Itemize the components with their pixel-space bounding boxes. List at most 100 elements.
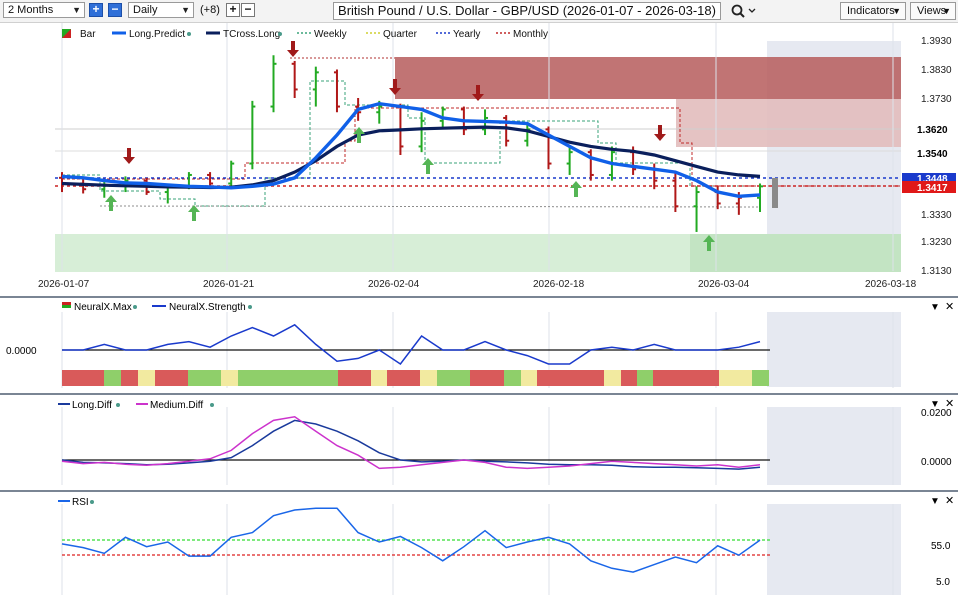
date-label: 2026-03-04 bbox=[698, 279, 750, 290]
indicators-label: Indicators bbox=[847, 5, 895, 17]
level-tag-1-3540-text: 1.3540 bbox=[917, 149, 948, 160]
remove-bars-button[interactable]: − bbox=[241, 3, 255, 17]
neuralx-max-segment bbox=[752, 370, 769, 386]
price-label: 1.3230 bbox=[921, 237, 952, 248]
rsi-55-label: 55.0 bbox=[931, 541, 951, 552]
sell-arrow-icon bbox=[287, 50, 299, 57]
date-gridlines bbox=[61, 504, 894, 595]
zoom-out-button[interactable]: − bbox=[108, 3, 122, 17]
sell-arrow-stem bbox=[476, 85, 480, 94]
diff-legend: Long.Diff Medium.Diff bbox=[58, 400, 214, 411]
price-label: 1.3130 bbox=[921, 266, 952, 277]
yearly-tag-text: 1.3448 bbox=[917, 174, 948, 185]
chevron-down-icon: ▼ bbox=[181, 5, 190, 15]
legend-dot bbox=[90, 500, 94, 504]
future-area bbox=[767, 407, 901, 485]
legend-rsi: RSI bbox=[72, 497, 89, 508]
neuralx-max-segment bbox=[104, 370, 121, 386]
future-area bbox=[767, 312, 901, 387]
price-panel[interactable]: 1.3930 1.3830 1.3730 1.3330 1.3230 1.313… bbox=[0, 23, 958, 296]
current-bar bbox=[772, 178, 778, 208]
range-select[interactable]: 2 Months ▼ bbox=[3, 2, 85, 18]
rsi-panel[interactable]: 55.0 5.0 RSI ▼ ✕ bbox=[0, 492, 958, 595]
views-label: Views bbox=[917, 5, 947, 17]
rsi-line bbox=[61, 507, 761, 573]
neuralx-chart[interactable]: 0.0000 NeuralX.Max NeuralX.Strength ▼ ✕ bbox=[0, 298, 958, 393]
date-label: 2026-03-18 bbox=[865, 279, 917, 290]
monthly-line bbox=[62, 107, 900, 187]
pane-menu-icon[interactable]: ▼ bbox=[930, 496, 940, 507]
pane-separator[interactable] bbox=[0, 393, 958, 395]
close-icon[interactable]: ✕ bbox=[945, 398, 954, 410]
legend-long-diff: Long.Diff bbox=[72, 400, 112, 411]
sell-arrow-icon bbox=[389, 88, 401, 95]
date-label: 2026-02-04 bbox=[368, 279, 420, 290]
signal-arrows bbox=[105, 41, 715, 251]
monthly-tag bbox=[902, 181, 956, 193]
chevron-down-icon: ▼ bbox=[942, 6, 951, 16]
range-value: 2 Months bbox=[8, 4, 54, 16]
date-label: 2026-01-07 bbox=[38, 279, 90, 290]
neuralx-max-segment bbox=[121, 370, 138, 386]
zoom-in-button[interactable]: + bbox=[89, 3, 103, 17]
buy-arrow-icon bbox=[570, 181, 582, 188]
pane-menu-icon[interactable]: ▼ bbox=[930, 302, 940, 313]
bar-count: (+8) bbox=[200, 4, 220, 16]
pane-menu-icon[interactable]: ▼ bbox=[930, 399, 940, 410]
price-chart[interactable]: 1.3930 1.3830 1.3730 1.3330 1.3230 1.313… bbox=[0, 23, 958, 296]
date-gridlines bbox=[61, 407, 894, 485]
main-legend: Bar Long.Predict TCross.Long Weekly Quar… bbox=[62, 29, 548, 40]
views-button[interactable]: Views ▼ bbox=[910, 2, 956, 20]
legend-quarter: Quarter bbox=[383, 29, 418, 40]
resistance-zone bbox=[395, 57, 901, 99]
sell-arrow-icon bbox=[123, 157, 135, 164]
yearly-tag bbox=[902, 173, 956, 183]
neuralx-max-segment bbox=[470, 370, 504, 386]
neuralx-panel[interactable]: 0.0000 NeuralX.Max NeuralX.Strength ▼ ✕ bbox=[0, 298, 958, 393]
search-button[interactable] bbox=[728, 2, 758, 20]
legend-dot bbox=[116, 403, 120, 407]
pane-separator[interactable] bbox=[0, 296, 958, 298]
buy-arrow-stem bbox=[109, 202, 113, 211]
instrument-title[interactable]: British Pound / U.S. Dollar - GBP/USD (2… bbox=[333, 2, 721, 20]
sell-arrow-stem bbox=[291, 41, 295, 50]
medium-diff-line bbox=[61, 416, 761, 470]
legend-max-swatch-green bbox=[62, 305, 71, 308]
buy-arrow-icon bbox=[188, 205, 200, 212]
buy-arrow-icon bbox=[703, 235, 715, 242]
legend-neuralx-max: NeuralX.Max bbox=[74, 302, 132, 313]
sell-arrow-icon bbox=[472, 94, 484, 101]
indicators-button[interactable]: Indicators ▼ bbox=[840, 2, 906, 20]
legend-long-predict: Long.Predict bbox=[129, 29, 185, 40]
price-label: 1.3830 bbox=[921, 65, 952, 76]
interval-select[interactable]: Daily ▼ bbox=[128, 2, 194, 18]
rsi-chart[interactable]: 55.0 5.0 RSI ▼ ✕ bbox=[0, 492, 958, 595]
sell-arrow-stem bbox=[393, 79, 397, 88]
diff-panel[interactable]: 0.0200 0.0000 Long.Diff Medium.Diff ▼ ✕ bbox=[0, 395, 958, 490]
legend-dot bbox=[210, 403, 214, 407]
neuralx-max-segment bbox=[387, 370, 420, 386]
buy-arrow-stem bbox=[426, 165, 430, 174]
neuralx-max-segment bbox=[504, 370, 521, 386]
neuralx-max-segment bbox=[621, 370, 637, 386]
pane-separator[interactable] bbox=[0, 490, 958, 492]
neuralx-max-segment bbox=[437, 370, 470, 386]
date-axis: 2026-01-07 2026-01-21 2026-02-04 2026-02… bbox=[38, 279, 917, 290]
legend-dot bbox=[248, 305, 252, 309]
level-tag-1-3620-text: 1.3620 bbox=[917, 125, 948, 136]
diff-chart[interactable]: 0.0200 0.0000 Long.Diff Medium.Diff ▼ ✕ bbox=[0, 395, 958, 490]
close-icon[interactable]: ✕ bbox=[945, 495, 954, 507]
chevron-down-icon: ▼ bbox=[72, 5, 81, 15]
long-diff-line bbox=[61, 419, 761, 470]
close-icon[interactable]: ✕ bbox=[945, 301, 954, 313]
price-label: 1.3330 bbox=[921, 210, 952, 221]
add-bars-button[interactable]: + bbox=[226, 3, 240, 17]
buy-arrow-icon bbox=[105, 195, 117, 202]
buy-arrow-stem bbox=[357, 134, 361, 143]
neuralx-max-segment bbox=[238, 370, 338, 386]
resistance-zone-lower bbox=[676, 99, 901, 147]
chevron-down-icon: ▼ bbox=[892, 6, 901, 16]
legend-medium-diff: Medium.Diff bbox=[150, 400, 203, 411]
neuralx-max-segment bbox=[521, 370, 537, 386]
diff-zero-label: 0.0000 bbox=[921, 457, 952, 468]
